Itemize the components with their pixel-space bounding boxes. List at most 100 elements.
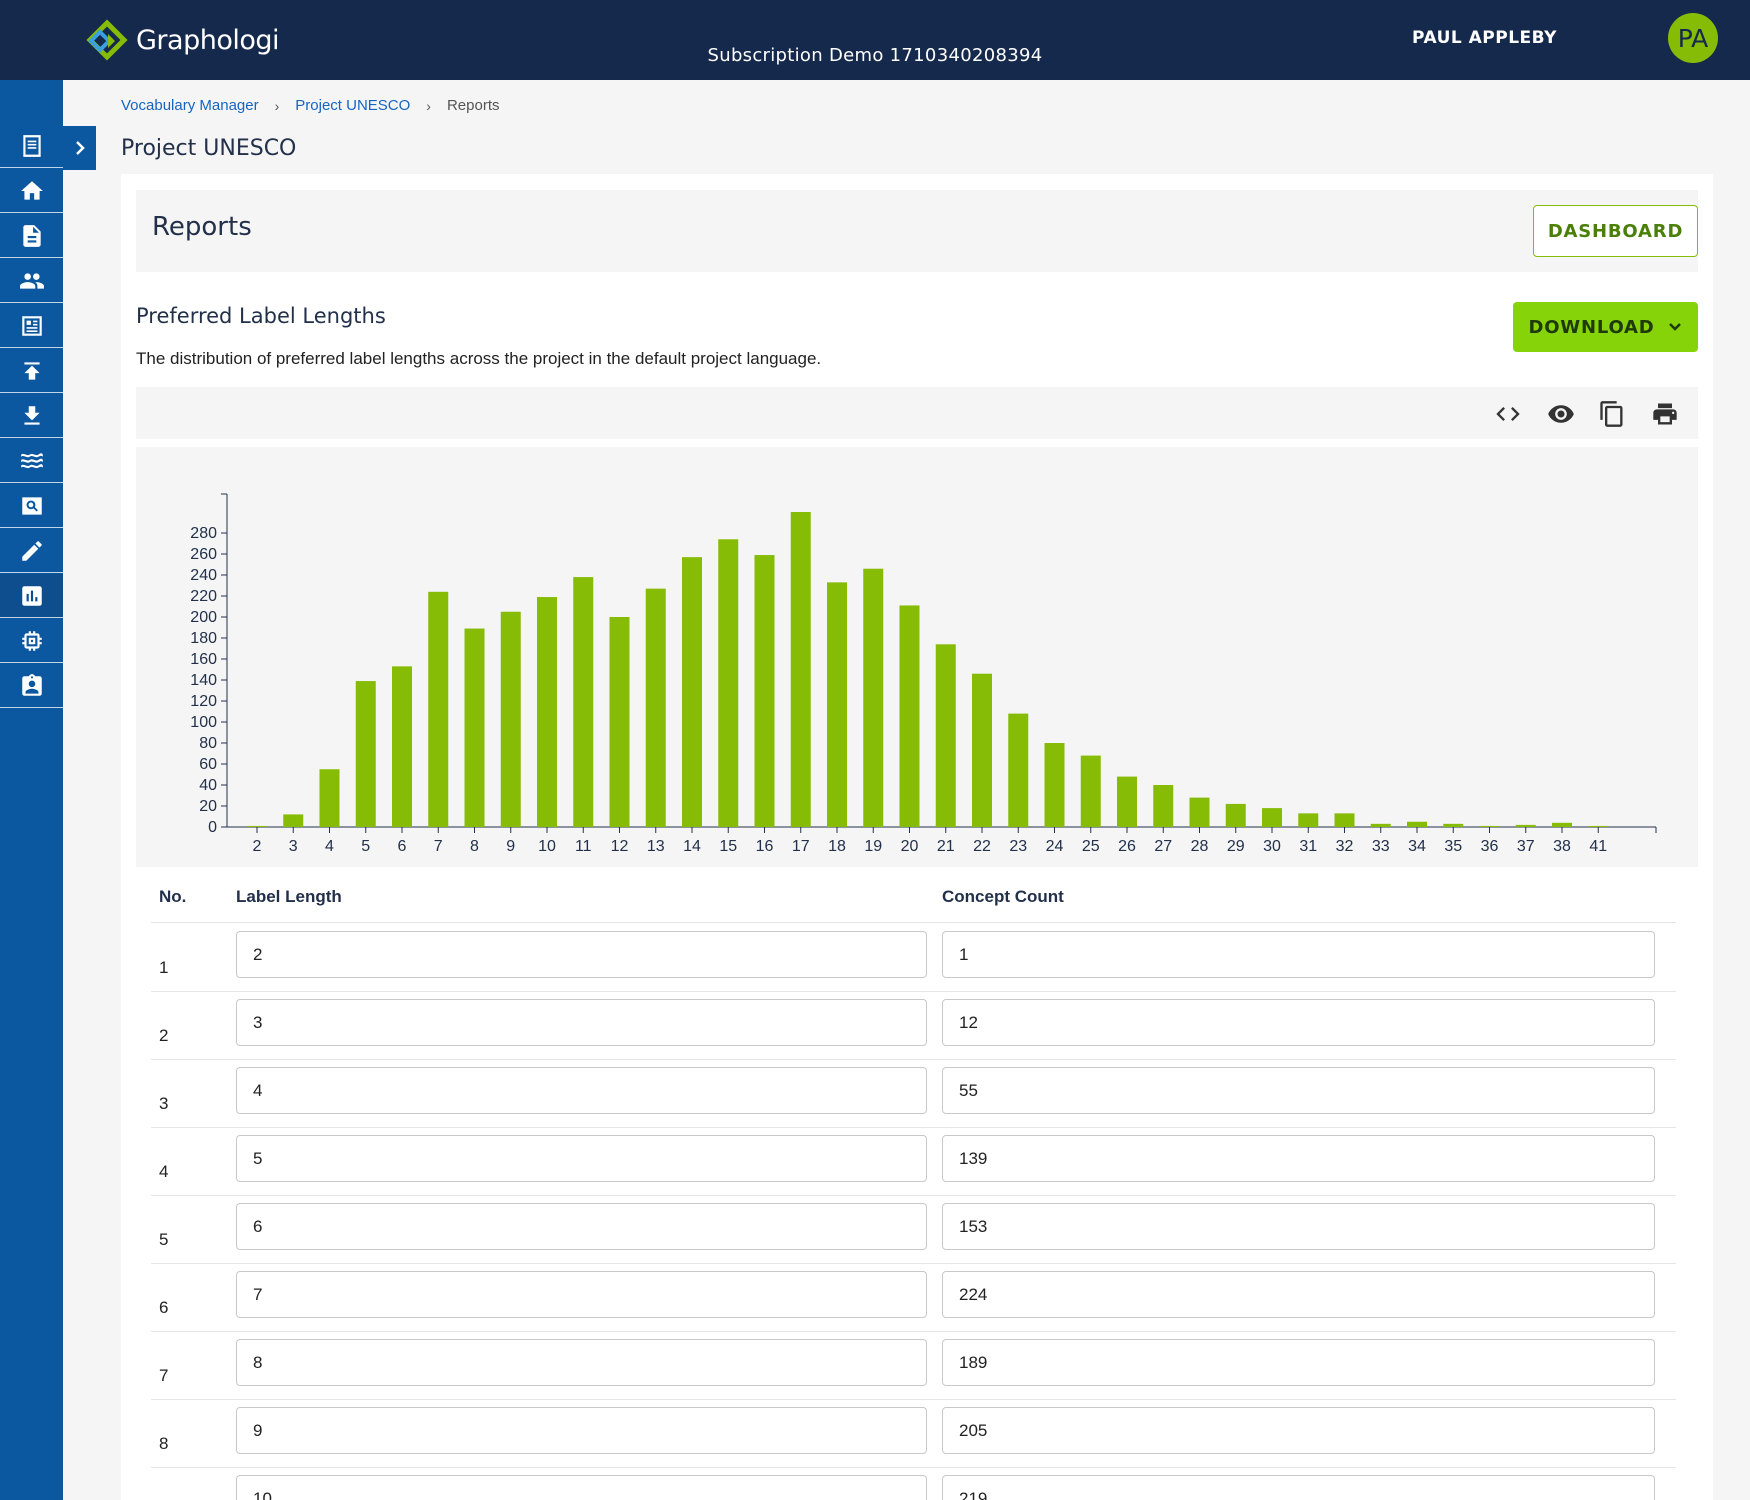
bar	[1552, 822, 1572, 827]
copy-icon	[1600, 401, 1623, 427]
sidebar-item-settings[interactable]	[0, 619, 63, 663]
sidebar-item-transforms[interactable]	[0, 439, 63, 483]
bar	[790, 512, 811, 827]
view-source-button[interactable]	[1491, 397, 1525, 431]
x-tick-label: 22	[973, 838, 991, 855]
x-tick-label: 13	[647, 838, 665, 855]
file-icon	[22, 224, 41, 247]
x-tick-label: 24	[1046, 838, 1064, 855]
x-tick-label: 35	[1444, 838, 1462, 855]
label-length-chart: 0 20 40 60 80 100 120 140 160 180 200 220 240 260 280 2…	[136, 447, 1698, 867]
report-section-description: The distribution of preferred label leng…	[136, 349, 822, 368]
bar	[935, 644, 956, 827]
sidebar-item-schemes[interactable]	[0, 304, 63, 348]
x-tick-label: 2	[253, 838, 262, 855]
preview-button[interactable]	[1544, 397, 1578, 431]
sidebar-expand-button[interactable]	[63, 126, 96, 170]
bar	[392, 666, 412, 827]
concept-count-field[interactable]: 153	[942, 1203, 1655, 1250]
concept-count-field[interactable]: 55	[942, 1067, 1655, 1114]
bar	[718, 539, 739, 827]
concept-count-field[interactable]: 189	[942, 1339, 1655, 1386]
row-divider	[151, 1263, 1676, 1264]
bar	[682, 557, 702, 827]
concept-count-field[interactable]: 12	[942, 999, 1655, 1046]
breadcrumb-vocabulary-manager[interactable]: Vocabulary Manager	[121, 97, 259, 114]
concept-count-field[interactable]: 224	[942, 1271, 1655, 1318]
bar	[1479, 825, 1500, 827]
concept-count-field[interactable]: 219	[942, 1475, 1655, 1500]
label-length-field[interactable]: 3	[236, 999, 927, 1046]
reports-header: Reports DASHBOARD	[136, 190, 1698, 272]
chart-toolbar	[136, 387, 1698, 439]
row-number: 3	[159, 1094, 169, 1113]
sidebar-item-home[interactable]	[0, 169, 63, 213]
x-tick-label: 32	[1336, 838, 1354, 855]
brand-logo[interactable]: Graphologi	[86, 18, 280, 62]
y-tick-label: 80	[199, 735, 217, 752]
x-tick-label: 10	[538, 838, 556, 855]
concept-count-field[interactable]: 139	[942, 1135, 1655, 1182]
breadcrumb-current: Reports	[446, 97, 500, 114]
bar	[500, 611, 521, 827]
column-header-no: No.	[159, 887, 187, 906]
bar	[428, 591, 449, 827]
x-tick-label: 33	[1372, 838, 1390, 855]
label-length-field[interactable]: 5	[236, 1135, 927, 1182]
sidebar-item-reports[interactable]	[0, 574, 63, 618]
chevron-down-icon	[1668, 323, 1681, 331]
waves-icon	[20, 452, 43, 468]
download-button[interactable]: DOWNLOAD	[1513, 302, 1698, 352]
label-length-field[interactable]: 6	[236, 1203, 927, 1250]
bar	[863, 568, 884, 827]
sidebar-item-export[interactable]	[0, 394, 63, 438]
top-bar: Graphologi Subscription Demo 17103402083…	[0, 0, 1750, 80]
bar	[464, 628, 485, 827]
label-length-field[interactable]: 10	[236, 1475, 927, 1500]
sidebar-item-import[interactable]	[0, 349, 63, 393]
label-length-field[interactable]: 4	[236, 1067, 927, 1114]
label-length-field[interactable]: 8	[236, 1339, 927, 1386]
x-tick-label: 7	[434, 838, 443, 855]
breadcrumb: Vocabulary Manager › Project UNESCO › Re…	[121, 97, 500, 114]
sidebar-item-search[interactable]	[0, 484, 63, 528]
concept-count-field[interactable]: 1	[942, 931, 1655, 978]
bar	[1153, 785, 1174, 827]
label-length-field[interactable]: 7	[236, 1271, 927, 1318]
x-tick-label: 23	[1009, 838, 1027, 855]
bar	[827, 582, 847, 827]
y-tick-label: 260	[190, 546, 217, 563]
y-tick-label: 200	[190, 609, 217, 626]
x-tick-label: 8	[470, 838, 479, 855]
row-divider	[151, 1195, 1676, 1196]
label-length-field[interactable]: 2	[236, 931, 927, 978]
sidebar-item-users[interactable]	[0, 259, 63, 303]
bar	[1298, 813, 1319, 827]
print-button[interactable]	[1648, 397, 1682, 431]
label-length-field[interactable]: 9	[236, 1407, 927, 1454]
y-tick-label: 240	[190, 567, 217, 584]
sidebar-item-overview[interactable]	[0, 124, 63, 168]
sidebar-item-documents[interactable]	[0, 214, 63, 258]
concept-count-field[interactable]: 205	[942, 1407, 1655, 1454]
x-tick-label: 36	[1481, 838, 1499, 855]
avatar[interactable]: PA	[1668, 13, 1718, 63]
sidebar-item-edit[interactable]	[0, 529, 63, 573]
document-outline-icon	[22, 134, 41, 157]
user-name[interactable]: PAUL APPLEBY	[1412, 28, 1557, 48]
reports-title: Reports	[152, 212, 252, 242]
row-divider	[151, 1059, 1676, 1060]
x-tick-label: 38	[1553, 838, 1571, 855]
bar	[573, 577, 594, 827]
x-tick-label: 17	[792, 838, 810, 855]
breadcrumb-project[interactable]: Project UNESCO	[295, 97, 411, 114]
bar	[1515, 824, 1536, 827]
sidebar-item-profile[interactable]	[0, 664, 63, 708]
row-number: 8	[159, 1434, 169, 1453]
dashboard-button[interactable]: DASHBOARD	[1533, 205, 1698, 257]
bar	[355, 681, 376, 827]
y-tick-label: 0	[208, 819, 217, 836]
copy-button[interactable]	[1595, 397, 1629, 431]
bar	[1117, 776, 1137, 827]
y-tick-label: 140	[190, 672, 217, 689]
